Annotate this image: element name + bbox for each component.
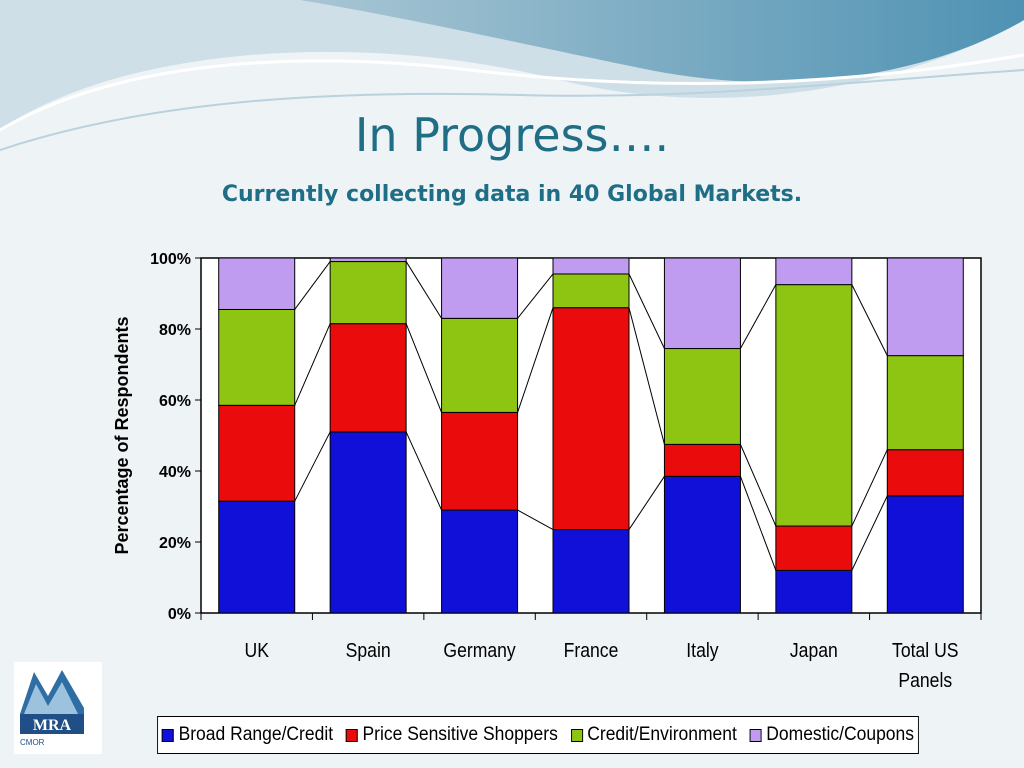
legend-label-price-sensitive: Price Sensitive Shoppers [362, 724, 558, 745]
y-tick-label: 40% [159, 464, 191, 481]
series-connector-line [628, 307, 665, 445]
series-connector-line [517, 307, 554, 413]
x-tick-label: Germany [443, 639, 516, 661]
bar-segment-price-sensitive-shoppers [663, 443, 741, 477]
x-tick-label: Panels [898, 669, 952, 691]
legend-swatch-domestic-coupons [749, 728, 762, 742]
bar-segment-credit-environment [441, 317, 519, 413]
bar-segment-broad-range-credit [886, 495, 964, 614]
bar-segment-domestic-coupons [329, 257, 407, 263]
bar-segment-domestic-coupons [218, 257, 296, 310]
bar-segment-credit-environment [775, 284, 853, 527]
bar-segment-price-sensitive-shoppers [775, 525, 853, 571]
bar-segment-broad-range-credit [552, 529, 630, 614]
series-connector-line [851, 284, 888, 356]
mra-logo: MRA CMOR [14, 662, 102, 754]
bar-segment-domestic-coupons [552, 257, 630, 275]
bar-segment-credit-environment [663, 348, 741, 445]
bar-segment-price-sensitive-shoppers [886, 449, 964, 497]
legend-item-price-sensitive: Price Sensitive Shoppers [345, 724, 558, 746]
series-connector-line [739, 284, 777, 349]
bar-segment-domestic-coupons [775, 257, 853, 286]
y-tick-label: 80% [159, 322, 191, 339]
series-connector-line [739, 476, 777, 571]
series-connector-line [294, 261, 331, 310]
bar-segment-broad-range-credit [663, 475, 741, 614]
svg-text:MRA: MRA [33, 717, 72, 734]
bar-segment-price-sensitive-shoppers [441, 411, 519, 511]
y-tick-label: 0% [168, 606, 191, 623]
x-tick-label: UK [244, 639, 269, 661]
legend-item-broad-range: Broad Range/Credit [162, 724, 333, 746]
bar-segment-price-sensitive-shoppers [552, 307, 630, 531]
legend-swatch-credit-environment [570, 728, 583, 742]
bar-segment-credit-environment [552, 273, 630, 309]
series-connector-line [294, 431, 331, 502]
legend-swatch-broad-range [162, 728, 174, 742]
series-connector-line [294, 323, 331, 406]
legend-label-broad-range: Broad Range/Credit [178, 724, 334, 745]
legend-item-domestic-coupons: Domestic/Coupons [749, 724, 914, 746]
bar-segment-broad-range-credit [329, 431, 407, 614]
series-connector-line [405, 261, 442, 319]
series-connector-line [628, 476, 665, 530]
legend-item-credit-environment: Credit/Environment [570, 724, 737, 746]
slide-title: In Progress…. [354, 108, 670, 162]
series-connector-line [517, 273, 554, 319]
bar-segment-price-sensitive-shoppers [329, 323, 407, 433]
bar-segment-credit-environment [886, 355, 964, 451]
legend-label-domestic-coupons: Domestic/Coupons [766, 724, 914, 745]
legend-label-credit-environment: Credit/Environment [587, 724, 737, 745]
x-tick-label: Spain [346, 639, 391, 661]
legend-swatch-price-sensitive [345, 728, 358, 742]
slide-subtitle: Currently collecting data in 40 Global M… [221, 182, 803, 207]
bar-segment-broad-range-credit [775, 569, 853, 614]
y-tick-label: 60% [159, 393, 191, 410]
y-tick-label: 100% [150, 251, 191, 268]
bar-segment-credit-environment [329, 261, 407, 325]
bar-segment-domestic-coupons [663, 257, 741, 350]
x-tick-label: France [564, 639, 619, 661]
series-connector-line [405, 323, 443, 413]
series-connector-line [851, 449, 888, 527]
series-connector-line [517, 509, 554, 531]
y-tick-label: 20% [159, 535, 191, 552]
x-tick-label: Total US [892, 639, 958, 661]
bar-segment-broad-range-credit [441, 509, 519, 614]
series-connector-line [739, 444, 777, 527]
bar-segment-domestic-coupons [886, 257, 964, 357]
bar-segment-credit-environment [218, 308, 296, 406]
chart-legend: Broad Range/Credit Price Sensitive Shopp… [157, 716, 919, 754]
series-connector-line [628, 273, 665, 349]
bar-segment-price-sensitive-shoppers [218, 404, 296, 502]
svg-text:CMOR: CMOR [20, 738, 45, 747]
series-connector-line [851, 495, 888, 571]
x-tick-label: Japan [790, 639, 838, 661]
x-tick-label: Italy [686, 639, 719, 661]
series-connector-line [405, 431, 443, 511]
y-axis-title: Percentage of Respondents [112, 316, 132, 554]
bar-segment-broad-range-credit [218, 500, 296, 614]
bar-segment-domestic-coupons [441, 257, 519, 319]
